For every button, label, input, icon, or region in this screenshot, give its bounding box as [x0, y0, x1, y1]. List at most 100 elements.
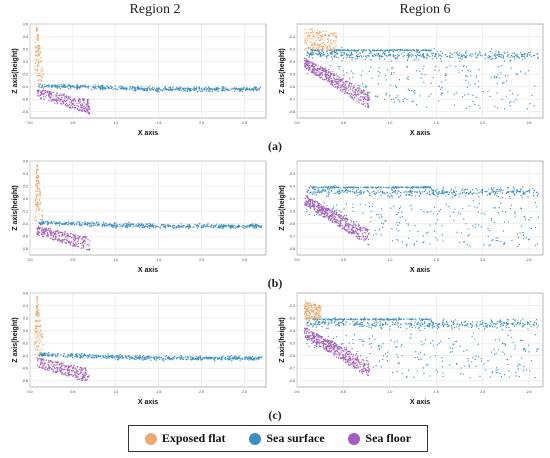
sea-floor-point [310, 199, 312, 201]
sea-surface-point [239, 88, 241, 91]
sea-floor-point [303, 66, 306, 68]
sea-surface-point [434, 55, 436, 57]
sea-surface-point [223, 225, 226, 227]
sea-surface-point [352, 203, 354, 205]
sea-surface-point [368, 91, 371, 94]
y-tick-label: -0.4 [289, 60, 295, 64]
sea-surface-point [462, 65, 465, 68]
sea-floor-point [50, 99, 52, 101]
sea-surface-point [66, 86, 68, 88]
exposed-flat-point [324, 33, 326, 36]
sea-floor-point [308, 64, 310, 67]
sea-surface-point [139, 224, 142, 227]
sea-floor-point [367, 99, 370, 102]
sea-surface-point [474, 104, 476, 106]
sea-surface-point [534, 85, 536, 87]
exposed-flat-point [332, 44, 334, 46]
sea-surface-point [143, 224, 145, 226]
sea-floor-point [344, 218, 346, 220]
exposed-flat-point [320, 45, 322, 48]
sea-surface-point [522, 190, 524, 192]
sea-floor-point [44, 232, 46, 235]
scatter-panel-0: 0.0 0.5 1.0 1.5 2.0 2.5-0.8-0.6-0.4-0.20.00.2… [12, 22, 267, 137]
sea-floor-point [82, 241, 84, 244]
sea-surface-point [142, 226, 144, 229]
sea-floor-point [43, 230, 45, 232]
sea-surface-point [42, 87, 45, 89]
sea-surface-point [362, 186, 365, 189]
sea-surface-point [457, 54, 459, 56]
sea-surface-point [341, 60, 343, 62]
sea-floor-point [310, 71, 313, 73]
sea-surface-point [373, 190, 375, 192]
sea-surface-point [421, 54, 423, 57]
sea-floor-point [81, 106, 84, 108]
sea-floor-point [363, 239, 365, 241]
exposed-flat-point [315, 40, 317, 42]
sea-surface-point [435, 237, 437, 239]
exposed-flat-point [34, 65, 36, 67]
exposed-flat-point [310, 28, 312, 31]
sea-surface-point [342, 54, 344, 57]
sea-surface-point [373, 50, 376, 52]
sea-surface-point [129, 223, 131, 225]
sea-surface-point [491, 239, 494, 241]
sea-floor-point [358, 238, 360, 240]
sea-surface-point [519, 71, 522, 73]
sea-floor-point [61, 234, 64, 236]
sea-surface-point [165, 88, 167, 90]
sea-surface-point [465, 75, 467, 77]
sea-surface-point [467, 69, 469, 71]
sea-surface-point [335, 192, 337, 194]
sea-floor-point [335, 81, 338, 83]
y-tick-label: 0.2 [23, 47, 28, 51]
sea-surface-point [232, 225, 234, 227]
exposed-flat-point [313, 30, 316, 32]
exposed-flat-point [320, 31, 322, 34]
sea-surface-point [460, 189, 463, 192]
sea-floor-point [311, 63, 313, 65]
exposed-flat-point [313, 35, 315, 37]
sea-surface-point [235, 225, 237, 228]
sea-surface-point [306, 54, 308, 57]
y-tick-label: 0.0 [23, 60, 28, 64]
sea-surface-point [221, 227, 223, 229]
sea-surface-point [476, 75, 478, 77]
sea-surface-point [197, 357, 200, 359]
sea-surface-point [208, 88, 210, 90]
sea-floor-point [39, 94, 41, 96]
sea-surface-point [464, 55, 466, 58]
sea-surface-point [375, 233, 377, 235]
sea-surface-point [253, 225, 256, 228]
sea-surface-point [498, 55, 500, 58]
sea-surface-point [413, 243, 416, 245]
sea-floor-point [348, 227, 350, 229]
sea-floor-point [330, 80, 333, 83]
sea-floor-point [364, 93, 367, 95]
sea-surface-point [143, 89, 146, 92]
sea-surface-point [60, 83, 63, 86]
sea-surface-point [528, 191, 531, 193]
sea-floor-point [346, 220, 348, 222]
sea-surface-point [341, 50, 343, 52]
sea-floor-point [74, 100, 77, 103]
sea-surface-point [139, 226, 141, 228]
sea-floor-point [73, 102, 75, 105]
sea-surface-point [237, 224, 240, 226]
y-tick-label: -0.8 [22, 379, 28, 383]
sea-surface-point [390, 187, 392, 189]
sea-floor-point [366, 95, 368, 97]
sea-surface-point [340, 189, 342, 192]
sea-surface-point [509, 197, 512, 200]
sea-floor-point [305, 63, 307, 66]
sea-floor-point [352, 227, 354, 229]
sea-surface-point [524, 216, 526, 218]
sea-floor-point [342, 217, 345, 220]
sea-floor-point [356, 100, 358, 102]
sea-surface-point [507, 190, 510, 193]
sea-surface-point [534, 245, 536, 247]
sea-surface-point [51, 221, 53, 224]
sea-surface-point [373, 192, 375, 195]
sea-floor-point [324, 209, 327, 211]
sea-surface-point [390, 73, 392, 75]
